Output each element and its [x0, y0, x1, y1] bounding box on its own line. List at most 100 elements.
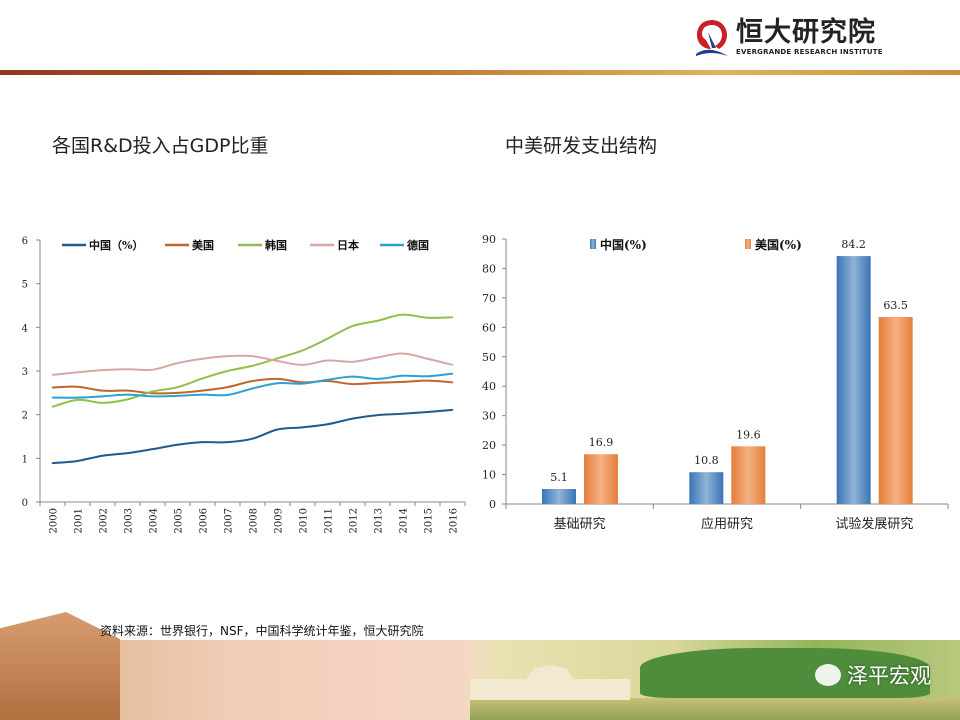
x-tick-label: 2000 — [49, 508, 60, 533]
x-tick-label: 2007 — [224, 508, 235, 533]
y-tick-label: 5 — [22, 280, 28, 291]
data-point-china — [426, 411, 429, 413]
data-point-japan — [376, 356, 379, 359]
logo-text-cn: 恒大研究院 — [736, 17, 876, 48]
y-tick-label: 70 — [482, 292, 496, 305]
x-tick-label: 2013 — [374, 508, 385, 533]
data-point-usa — [351, 383, 354, 385]
palace-building-image — [0, 612, 120, 720]
data-label-bar_usa: 16.9 — [589, 436, 614, 449]
data-label-bar_china: 5.1 — [550, 471, 568, 484]
x-tick-label: 2001 — [74, 508, 85, 533]
data-point-korea — [226, 370, 229, 372]
bar-bar_china — [689, 472, 724, 504]
line-chart: 0 1 2 3 4 5 6 2000 2001 2002 2003 2004 2005 2006 2007 2… — [22, 236, 466, 533]
bar-bar_usa — [731, 446, 766, 504]
data-point-china — [276, 428, 279, 431]
data-point-japan — [301, 364, 304, 366]
data-point-germany — [76, 396, 79, 399]
water-reflection — [470, 698, 960, 720]
data-point-japan — [201, 357, 204, 360]
x-tick-label: 2005 — [174, 508, 185, 533]
x-tick-label: 2008 — [249, 508, 260, 533]
header: 恒大研究院 EVERGRANDE RESEARCH INSTITUTE — [0, 0, 960, 70]
data-point-korea — [401, 313, 404, 316]
data-point-germany — [276, 382, 279, 385]
data-point-germany — [376, 378, 379, 380]
data-point-china — [226, 441, 229, 443]
data-point-germany — [226, 394, 229, 396]
data-point-korea — [76, 399, 79, 401]
y-tick-label: 10 — [482, 469, 496, 482]
data-point-japan — [126, 368, 129, 371]
data-point-china — [151, 448, 154, 450]
y-tick-label: 60 — [482, 321, 496, 334]
data-point-usa — [101, 389, 104, 392]
data-point-japan — [176, 362, 179, 364]
data-point-germany — [326, 378, 329, 381]
y-tick-label: 2 — [22, 411, 28, 422]
y-tick-label: 20 — [482, 439, 496, 452]
x-tick-label: 2015 — [424, 508, 435, 533]
data-point-china — [326, 423, 329, 426]
data-label-bar_china: 84.2 — [841, 238, 866, 251]
data-point-korea — [426, 316, 429, 319]
watermark-text: 泽平宏观 — [847, 664, 931, 688]
logo-mark-icon — [696, 20, 728, 56]
bar-bar_china — [542, 488, 576, 504]
y-tick-label: 4 — [22, 323, 28, 334]
data-point-china — [51, 462, 54, 464]
legend-label-bar_usa: 美国(%) — [755, 237, 802, 252]
data-point-japan — [101, 369, 104, 371]
data-point-usa — [451, 381, 454, 384]
y-tick-label: 90 — [482, 233, 496, 246]
legend-label-usa: 美国 — [192, 238, 214, 252]
y-tick-label: 3 — [22, 367, 28, 378]
data-point-germany — [101, 395, 104, 398]
x-tick-label: 2010 — [299, 508, 310, 533]
data-point-korea — [251, 364, 254, 367]
line-chart-title: 各国R&D投入占GDP比重 — [52, 135, 269, 157]
y-tick-label: 30 — [482, 410, 496, 423]
x-tick-label: 2006 — [199, 508, 210, 533]
legend-label-bar_china: 中国(%) — [600, 237, 647, 252]
data-point-usa — [426, 379, 429, 382]
data-point-japan — [401, 352, 404, 355]
header-divider — [0, 70, 960, 75]
y-tick-label: 0 — [22, 498, 28, 509]
y-tick-label: 0 — [489, 498, 496, 511]
x-tick-label: 2009 — [274, 508, 285, 533]
data-point-china — [101, 454, 104, 457]
data-point-usa — [251, 380, 254, 382]
legend-swatch-bar_usa — [745, 239, 751, 249]
data-point-japan — [251, 355, 254, 357]
data-point-usa — [401, 381, 404, 383]
x-tick-label: 2003 — [124, 508, 135, 533]
x-tick-label: 2011 — [324, 508, 335, 533]
legend-swatch-bar_china — [590, 239, 596, 249]
data-point-china — [251, 437, 254, 440]
data-point-korea — [451, 316, 454, 319]
x-tick-label: 试验发展研究 — [835, 516, 913, 532]
bar-chart-title: 中美研发支出结构 — [505, 135, 658, 157]
y-tick-label: 40 — [482, 380, 496, 393]
data-point-china — [351, 417, 354, 420]
data-point-china — [76, 460, 79, 462]
legend-label-germany: 德国 — [406, 238, 429, 252]
data-point-korea — [351, 325, 354, 327]
data-point-usa — [151, 392, 154, 395]
data-point-japan — [426, 357, 429, 360]
data-point-germany — [301, 382, 304, 385]
data-label-bar_usa: 19.6 — [736, 428, 761, 441]
data-point-korea — [201, 377, 204, 380]
y-tick-label: 1 — [22, 454, 28, 465]
data-point-germany — [126, 393, 129, 396]
data-point-korea — [51, 406, 54, 408]
data-point-germany — [151, 395, 154, 398]
data-point-germany — [51, 396, 54, 399]
data-point-korea — [276, 357, 279, 360]
data-point-usa — [376, 381, 379, 384]
data-point-usa — [276, 378, 279, 380]
series-line-germany — [52, 372, 453, 399]
data-point-china — [401, 412, 404, 415]
